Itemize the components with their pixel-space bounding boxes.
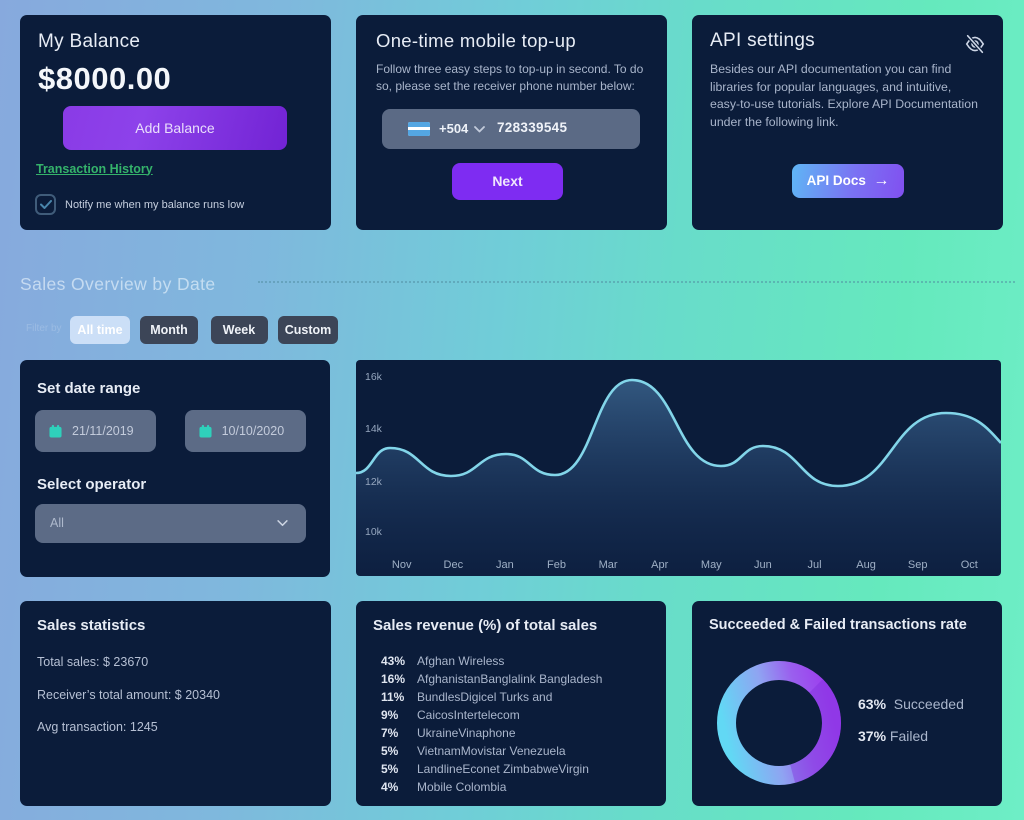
svg-text:14k: 14k: [365, 423, 383, 435]
svg-text:Jun: Jun: [754, 559, 772, 571]
svg-text:Aug: Aug: [856, 559, 876, 571]
svg-text:Feb: Feb: [547, 559, 566, 571]
svg-text:Oct: Oct: [961, 559, 978, 571]
svg-text:Jul: Jul: [807, 559, 821, 571]
svg-text:Apr: Apr: [651, 559, 668, 571]
svg-text:Nov: Nov: [392, 559, 412, 571]
svg-text:Sep: Sep: [908, 559, 928, 571]
svg-text:Mar: Mar: [599, 559, 618, 571]
svg-text:12k: 12k: [365, 476, 383, 488]
svg-text:May: May: [701, 559, 722, 571]
svg-text:10k: 10k: [365, 526, 383, 538]
svg-text:16k: 16k: [365, 371, 383, 383]
svg-text:Jan: Jan: [496, 559, 514, 571]
svg-text:Dec: Dec: [444, 559, 464, 571]
